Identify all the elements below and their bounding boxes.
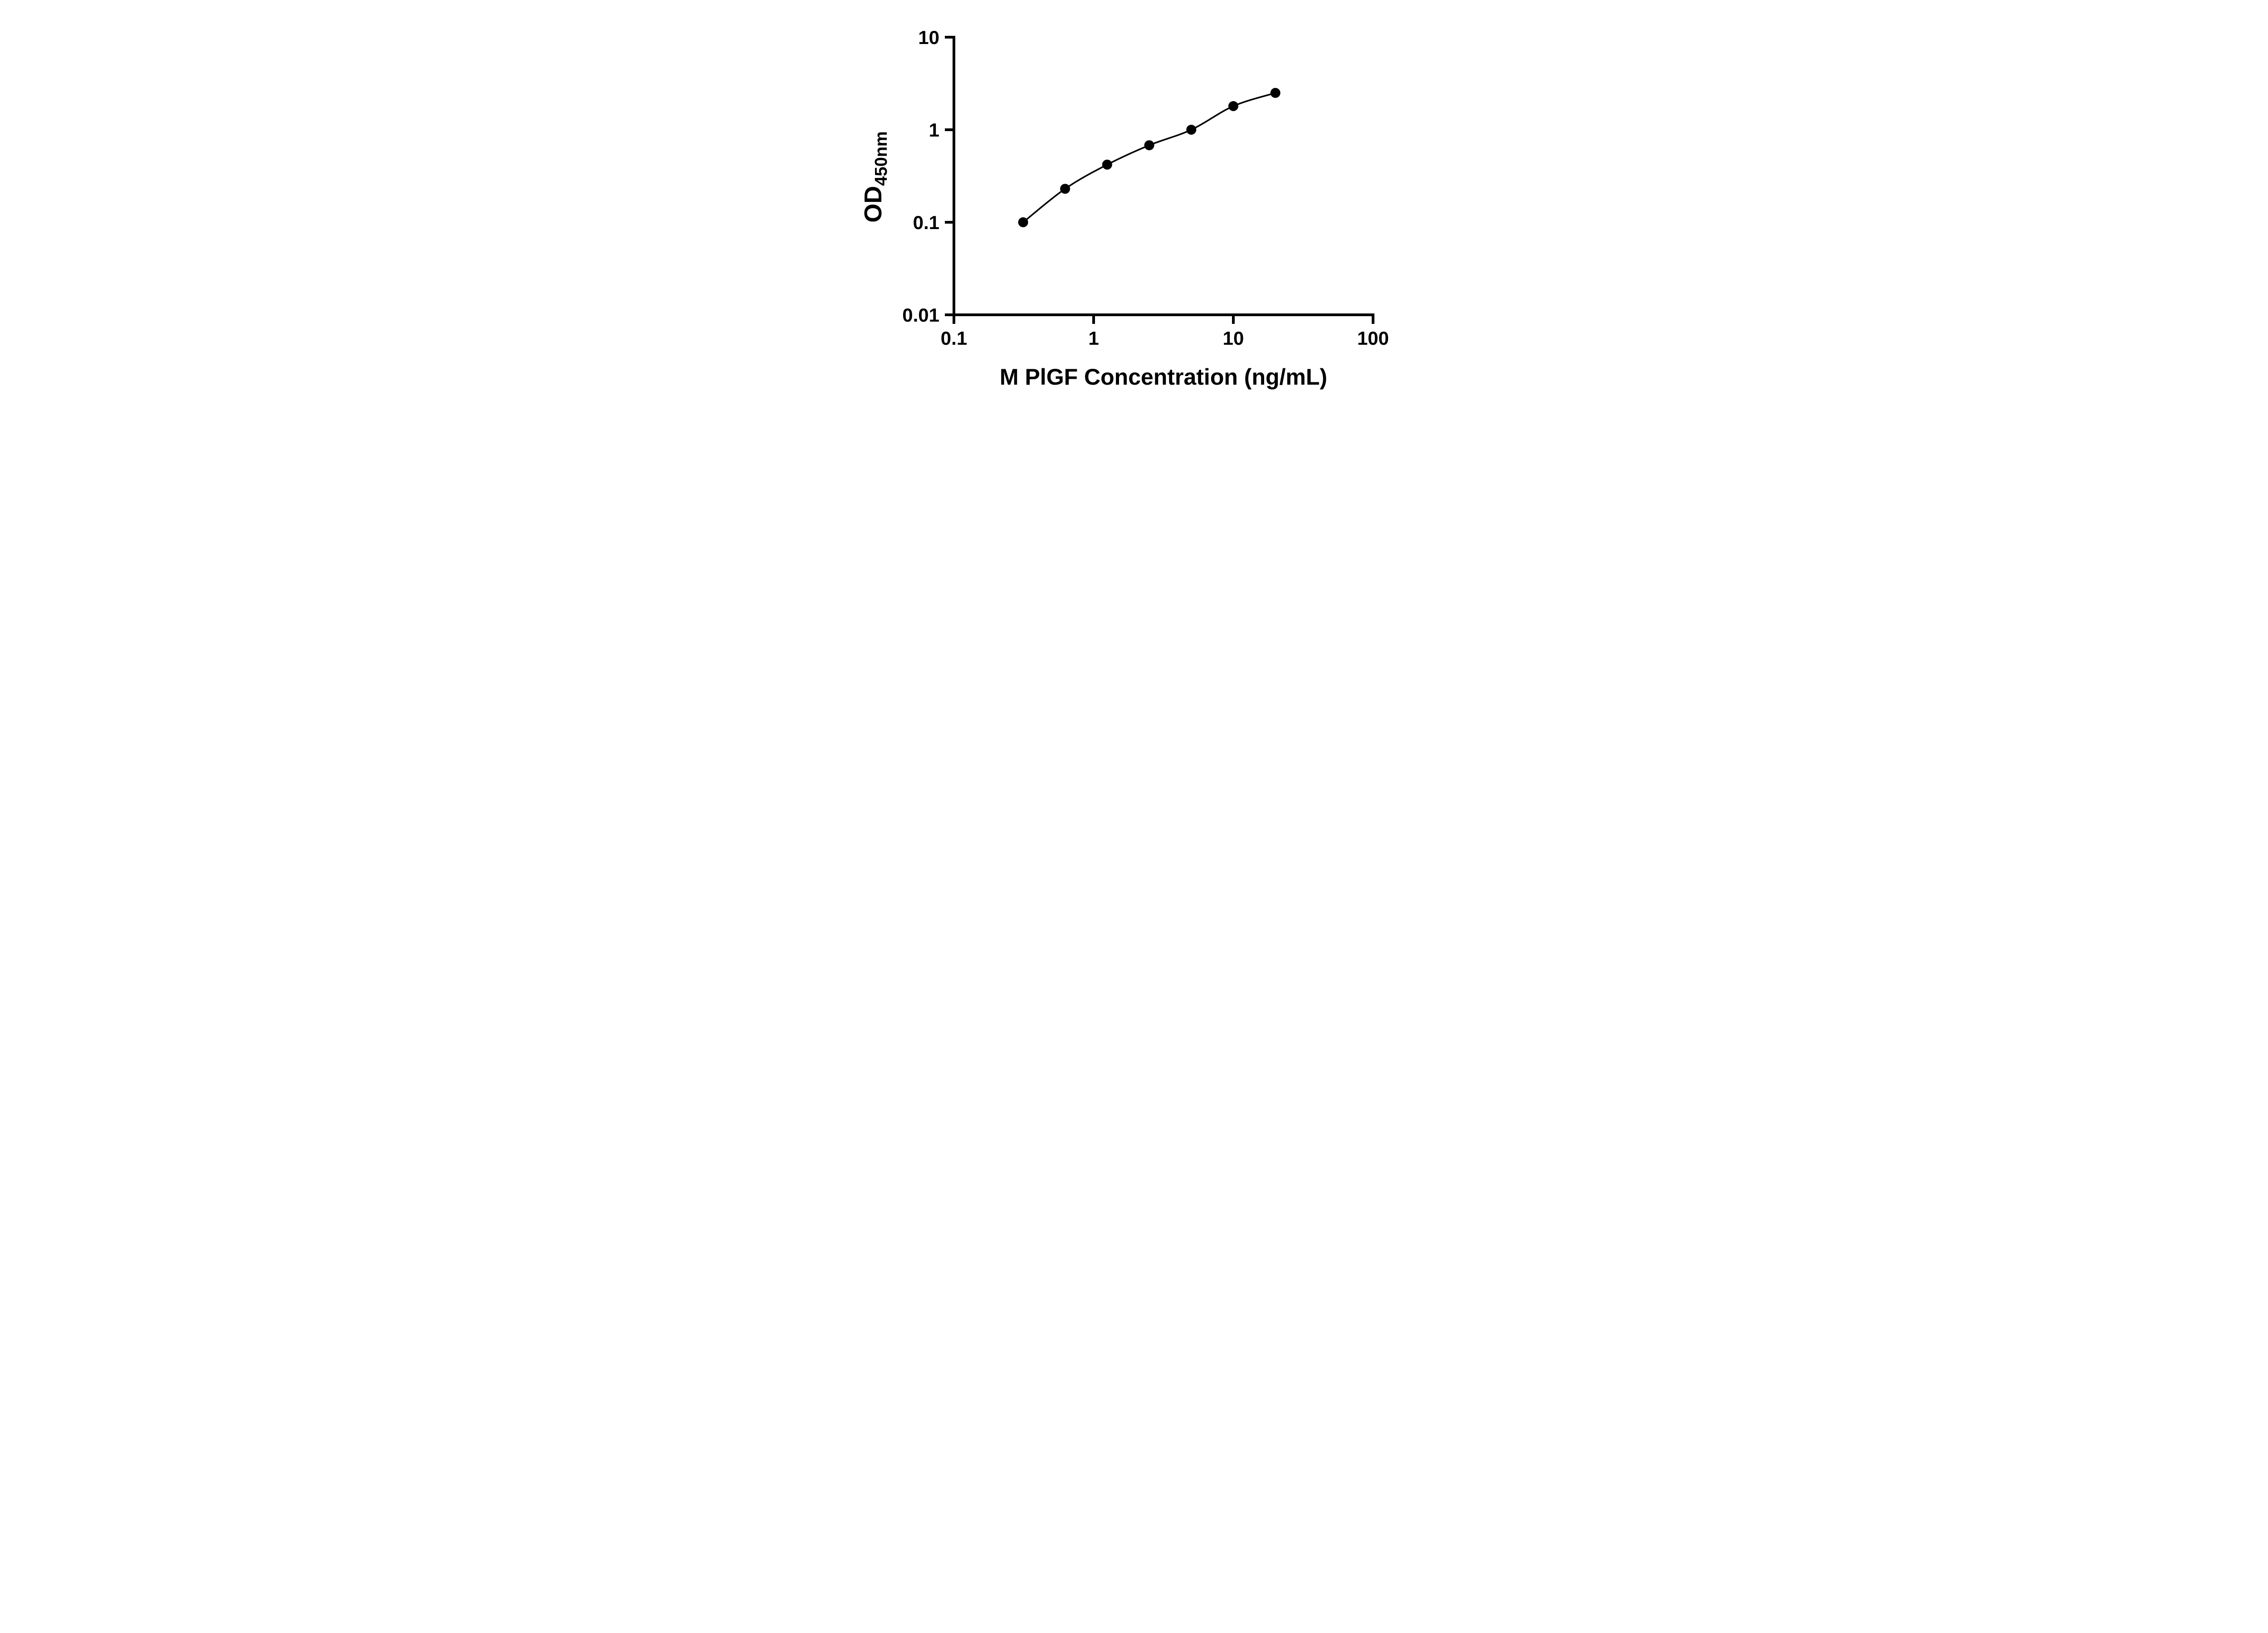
data-point-marker <box>1144 140 1154 151</box>
y-tick-label: 0.1 <box>913 212 939 233</box>
elisa-standard-curve-figure: 0.1 1 10 100 0.01 0.1 1 10 M PlGF Concentration… <box>842 0 1426 408</box>
series-layer <box>1018 88 1281 227</box>
y-axis-title: OD450nm <box>860 131 891 222</box>
data-point-marker <box>1060 184 1070 194</box>
standard-curve-line <box>1022 92 1276 223</box>
data-point-marker <box>1018 217 1028 227</box>
y-axis-title-sub: 450nm <box>872 131 891 186</box>
data-point-marker <box>1186 125 1196 135</box>
x-tick-label: 100 <box>1357 328 1388 349</box>
data-point-marker <box>1102 159 1112 170</box>
y-axis-title-main: OD <box>860 186 887 223</box>
y-tick-label: 0.01 <box>902 304 939 326</box>
x-tick-label: 1 <box>1088 328 1099 349</box>
x-tick-label: 10 <box>1222 328 1244 349</box>
y-tick-label: 10 <box>918 27 939 48</box>
x-axis-title: M PlGF Concentration (ng/mL) <box>999 364 1327 390</box>
data-point-marker <box>1270 88 1281 98</box>
data-point-marker <box>1228 101 1238 111</box>
x-tick-label: 0.1 <box>940 328 967 349</box>
y-tick-label: 1 <box>929 119 939 141</box>
